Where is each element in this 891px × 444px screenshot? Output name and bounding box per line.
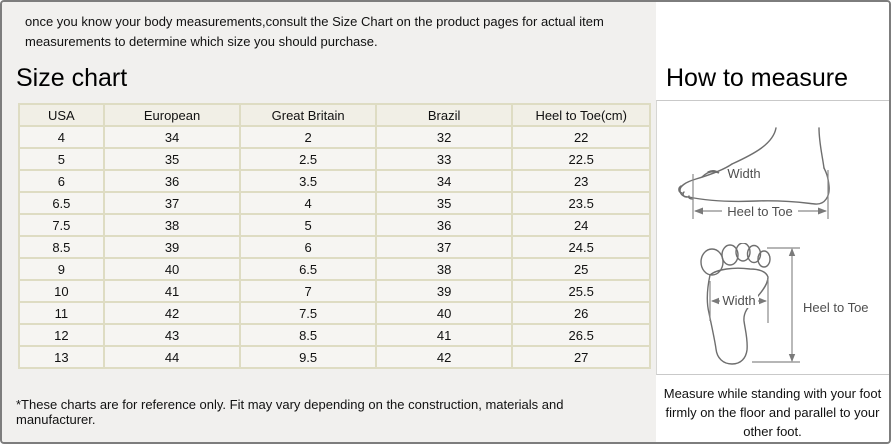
table-cell: 41 [374,323,514,347]
table-cell: 27 [511,345,651,369]
table-cell: 38 [102,213,242,237]
size-chart-section: once you know your body measurements,con… [2,2,656,442]
table-cell: 6 [239,235,377,259]
side-heel-to-toe-label: Heel to Toe [727,204,793,219]
size-table-head-row: USA European Great Britain Brazil Heel to To… [18,103,651,127]
table-cell: 22.5 [511,147,651,171]
table-cell: 23.5 [511,191,651,215]
table-cell: 25.5 [511,279,651,303]
table-cell: 42 [374,345,514,369]
table-cell: 7 [239,279,377,303]
table-cell: 24.5 [511,235,651,259]
measure-diagram-box: Width Heel to Toe [656,100,889,375]
reference-footnote: *These charts are for reference only. Fi… [16,397,564,427]
table-cell: 3.5 [239,169,377,193]
table-cell: 2 [239,125,377,149]
foot-side-view-diagram: Width Heel to Toe [678,127,830,219]
size-conversion-table: USA European Great Britain Brazil Heel to To… [18,103,651,369]
column-header: Great Britain [239,103,377,127]
table-cell: 34 [374,169,514,193]
table-cell: 39 [374,279,514,303]
table-cell: 26 [511,301,651,325]
table-cell: 22 [511,125,651,149]
table-cell: 6 [18,169,105,193]
table-row: 7.5 38 5 36 24 [18,213,651,237]
table-cell: 9 [18,257,105,281]
table-cell: 25 [511,257,651,281]
foot-sole-view-diagram: Width Heel to Toe [700,243,869,365]
table-cell: 10 [18,279,105,303]
column-header: European [102,103,242,127]
intro-text: once you know your body measurements,con… [25,14,604,49]
table-cell: 24 [511,213,651,237]
table-cell: 12 [18,323,105,347]
side-width-label: Width [727,166,760,181]
table-cell: 36 [102,169,242,193]
column-header: Brazil [374,103,514,127]
table-row: 12 43 8.5 41 26.5 [18,323,651,347]
table-row: 8.5 39 6 37 24.5 [18,235,651,259]
table-cell: 26.5 [511,323,651,347]
table-cell: 5 [18,147,105,171]
table-row: 5 35 2.5 33 22.5 [18,147,651,171]
how-to-measure-section: How to measure Width [656,2,889,442]
table-cell: 6.5 [18,191,105,215]
measure-instruction: Measure while standing with your foot fi… [663,386,882,439]
size-table-body: 4 34 2 32 22 5 35 2.5 33 22.5 6 36 3.5 34 23 6.5 37 4 35 23… [18,125,651,369]
table-cell: 40 [374,301,514,325]
table-cell: 44 [102,345,242,369]
table-cell: 2.5 [239,147,377,171]
how-to-measure-title: How to measure [666,64,849,92]
table-cell: 35 [102,147,242,171]
table-row: 6 36 3.5 34 23 [18,169,651,193]
table-cell: 38 [374,257,514,281]
table-cell: 37 [374,235,514,259]
table-cell: 42 [102,301,242,325]
column-header: USA [18,103,105,127]
sole-heel-to-toe-label: Heel to Toe [803,300,869,315]
table-cell: 7.5 [18,213,105,237]
table-cell: 5 [239,213,377,237]
table-cell: 8.5 [239,323,377,347]
table-cell: 23 [511,169,651,193]
sole-width-label: Width [722,293,755,308]
table-cell: 33 [374,147,514,171]
size-chart-title: Size chart [16,64,128,92]
table-cell: 4 [239,191,377,215]
table-cell: 37 [102,191,242,215]
table-cell: 13 [18,345,105,369]
table-row: 10 41 7 39 25.5 [18,279,651,303]
table-row: 13 44 9.5 42 27 [18,345,651,369]
table-cell: 34 [102,125,242,149]
table-row: 6.5 37 4 35 23.5 [18,191,651,215]
table-cell: 36 [374,213,514,237]
table-cell: 35 [374,191,514,215]
table-row: 9 40 6.5 38 25 [18,257,651,281]
table-cell: 40 [102,257,242,281]
table-cell: 8.5 [18,235,105,259]
table-row: 4 34 2 32 22 [18,125,651,149]
table-cell: 6.5 [239,257,377,281]
table-cell: 39 [102,235,242,259]
table-cell: 4 [18,125,105,149]
table-cell: 43 [102,323,242,347]
table-cell: 41 [102,279,242,303]
table-cell: 11 [18,301,105,325]
column-header: Heel to Toe(cm) [511,103,651,127]
table-cell: 7.5 [239,301,377,325]
table-cell: 9.5 [239,345,377,369]
table-row: 11 42 7.5 40 26 [18,301,651,325]
table-cell: 32 [374,125,514,149]
